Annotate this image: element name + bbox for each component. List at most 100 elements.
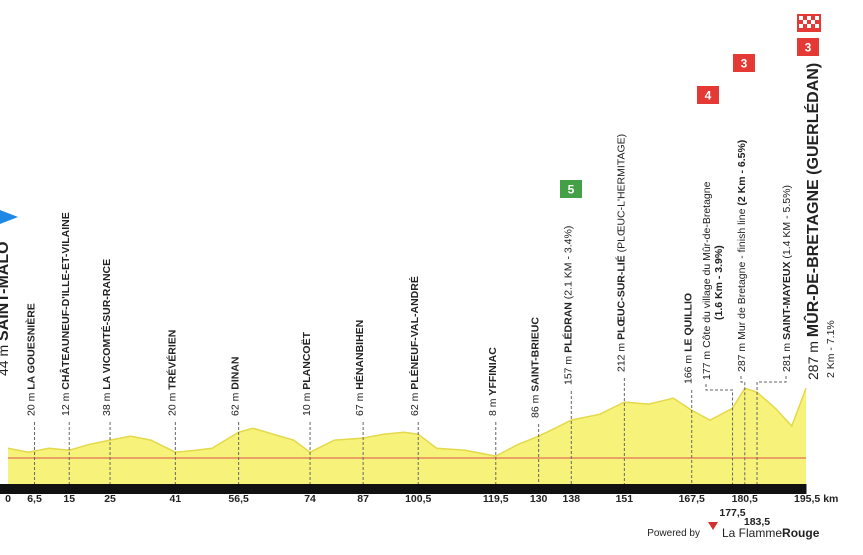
waypoint-label: 287 m Mur de Bretagne - finish line (2 K… xyxy=(736,140,748,372)
waypoint-label: 20 m TRÉVÉRIEN xyxy=(165,330,178,416)
climb-badge xyxy=(697,86,719,104)
waypoint-label: 20 m LA GOUESNIÈRE xyxy=(25,303,38,416)
x-tick-label: 87 xyxy=(357,493,369,505)
waypoint-label: 281 m SAINT-MAYEUX (1.4 KM - 5.5%) xyxy=(781,185,793,372)
waypoint-altitude: 67 m xyxy=(354,392,366,416)
waypoint-label: 10 m PLANCOËT xyxy=(300,331,313,416)
x-tick-label: 130 xyxy=(530,493,548,505)
waypoint-label: 8 m YFFINIAC xyxy=(487,347,499,416)
profile-line xyxy=(7,387,807,457)
waypoint-detail: (PLŒUC-L'HERMITAGE) xyxy=(615,134,627,252)
waypoint-altitude: 281 m xyxy=(781,343,793,372)
waypoint-detail: 2 Km - 7.1% xyxy=(825,320,837,378)
waypoint-altitude: 166 m xyxy=(683,355,695,384)
waypoint-label: 12 m CHÂTEAUNEUF-D'ILLE-ET-VILAINE xyxy=(59,212,72,416)
waypoint-label: 67 m HÉNANBIHEN xyxy=(353,320,366,416)
waypoint-altitude: 10 m xyxy=(301,392,313,416)
waypoint-altitude: 20 m xyxy=(26,392,38,416)
km-bar xyxy=(0,484,806,494)
waypoint-name: Mur de Bretagne - finish line xyxy=(736,208,748,339)
waypoint-altitude: 12 m xyxy=(60,392,72,416)
badge-label: 3 xyxy=(741,57,748,71)
x-tick-label: 25 xyxy=(104,493,116,505)
waypoint-name: LA GOUESNIÈRE xyxy=(25,303,38,390)
x-tick-label: 167,5 xyxy=(679,493,705,505)
waypoint-name: LA VICOMTÉ-SUR-RANCE xyxy=(100,259,113,390)
leader-line xyxy=(756,376,787,484)
x-tick-label: 183,5 xyxy=(744,516,770,528)
waypoint-label: 62 m PLÉNEUF-VAL-ANDRÉ xyxy=(408,276,421,416)
waypoint-name: MÛR-DE-BRETAGNE (GUERLÉDAN) xyxy=(803,63,822,337)
climb-badge xyxy=(733,54,755,72)
waypoint-detail: (1.4 KM - 5.5%) xyxy=(781,185,793,259)
waypoint-altitude: 20 m xyxy=(166,392,178,416)
brand-b: Rouge xyxy=(782,526,820,540)
waypoint-label: 287 m MÛR-DE-BRETAGNE (GUERLÉDAN) xyxy=(803,63,822,380)
x-tick-label: 151 xyxy=(616,493,634,505)
waypoint-altitude: 62 m xyxy=(230,392,242,416)
leader-line xyxy=(705,384,734,484)
x-tick-label: 0 xyxy=(5,493,11,505)
x-tick-label: 177,5 xyxy=(719,507,745,519)
logo-icon xyxy=(708,522,718,530)
waypoint-name: SAINT-MAYEUX xyxy=(781,262,793,340)
waypoint-altitude: 212 m xyxy=(615,343,627,372)
x-tick-label: 119,5 xyxy=(483,493,509,505)
badge-label: 3 xyxy=(805,41,812,55)
waypoint-name: Côte du village du Mûr-de-Bretagne xyxy=(701,181,713,348)
waypoint-name: CHÂTEAUNEUF-D'ILLE-ET-VILAINE xyxy=(59,212,72,390)
x-tick-label: 56,5 xyxy=(228,493,249,505)
waypoint-label: 62 m DINAN xyxy=(230,356,242,416)
badge-label: 5 xyxy=(568,183,575,197)
footer-brand: La FlammeRouge xyxy=(722,526,820,540)
badge-label: 4 xyxy=(705,89,712,103)
x-tick-label: 41 xyxy=(170,493,182,505)
waypoint-name: LE QUILLIO xyxy=(683,293,695,352)
climb-badge xyxy=(797,38,819,56)
waypoint-name: PLÉDRAN xyxy=(561,302,574,353)
waypoint-altitude: 177 m xyxy=(701,351,713,380)
x-tick-label: 15 xyxy=(63,493,75,505)
climb-badge xyxy=(560,180,582,198)
waypoint-name: PLANCOËT xyxy=(300,331,313,389)
waypoint-name: SAINT-MALO xyxy=(0,241,12,341)
x-tick-label: 6,5 xyxy=(27,493,42,505)
waypoint-name: HÉNANBIHEN xyxy=(353,320,366,390)
x-tick-label: 180,5 xyxy=(732,493,758,505)
footer-powered: Powered by xyxy=(647,528,700,539)
waypoint-label: 177 m Côte du village du Mûr-de-Bretagne xyxy=(701,181,713,380)
waypoint-label: 212 m PLŒUC-SUR-LIÉ (PLŒUC-L'HERMITAGE) xyxy=(614,134,627,372)
x-tick-label: 100,5 xyxy=(405,493,431,505)
waypoint-label: 38 m LA VICOMTÉ-SUR-RANCE xyxy=(100,259,113,416)
waypoint-name: PLŒUC-SUR-LIÉ xyxy=(614,255,627,340)
brand-a: La Flamme xyxy=(722,526,782,540)
waypoint-name: YFFINIAC xyxy=(487,347,499,396)
waypoint-detail: (2.1 KM - 3.4%) xyxy=(562,226,574,300)
waypoint-name: DINAN xyxy=(230,356,242,389)
x-tick-label: 74 xyxy=(304,493,316,505)
waypoint-detail: (2 Km - 6.5%) xyxy=(736,140,748,206)
waypoint-altitude: 86 m xyxy=(530,394,542,418)
waypoint-altitude: 287 m xyxy=(805,341,821,380)
start-flag xyxy=(0,210,18,224)
checker xyxy=(799,16,819,28)
waypoint-name: SAINT-BRIEUC xyxy=(530,317,542,392)
leader-line xyxy=(740,376,746,484)
waypoint-altitude: 44 m xyxy=(0,345,11,376)
waypoint-name: TRÉVÉRIEN xyxy=(165,330,178,390)
waypoint-altitude: 8 m xyxy=(487,398,499,416)
waypoint-name: PLÉNEUF-VAL-ANDRÉ xyxy=(408,276,421,390)
waypoint-label: 44 m SAINT-MALO xyxy=(0,241,12,376)
x-tick-label: 195,5 km xyxy=(794,493,838,505)
waypoint-detail: (1.6 Km - 3.9%) xyxy=(713,245,725,320)
waypoint-label: 86 m SAINT-BRIEUC xyxy=(530,317,542,418)
waypoint-altitude: 62 m xyxy=(409,392,421,416)
waypoint-label: 166 m LE QUILLIO xyxy=(683,293,695,384)
profile-area xyxy=(8,388,806,490)
x-tick-label: 138 xyxy=(563,493,581,505)
waypoint-altitude: 287 m xyxy=(736,343,748,372)
waypoint-label: 157 m PLÉDRAN (2.1 KM - 3.4%) xyxy=(561,226,574,385)
waypoint-altitude: 157 m xyxy=(562,356,574,385)
waypoint-altitude: 38 m xyxy=(101,392,113,416)
